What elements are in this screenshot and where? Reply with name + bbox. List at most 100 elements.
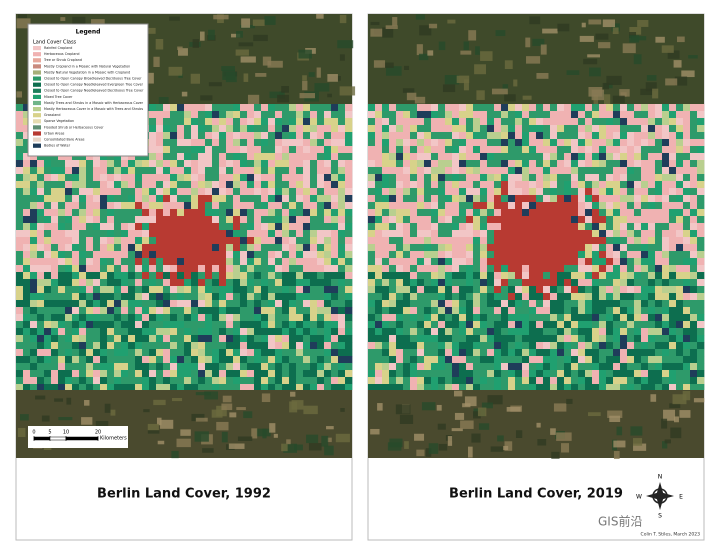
land-cover-cell [557, 335, 565, 343]
land-cover-cell [212, 286, 220, 294]
land-cover-cell [375, 349, 383, 357]
land-cover-cell [58, 265, 66, 273]
land-cover-cell [655, 146, 663, 154]
land-cover-cell [543, 335, 551, 343]
land-cover-cell [389, 377, 397, 385]
land-cover-cell [564, 237, 572, 245]
land-cover-cell [389, 300, 397, 308]
land-cover-cell [452, 258, 460, 266]
land-cover-cell [310, 384, 318, 390]
land-cover-cell [480, 146, 488, 154]
land-cover-cell [571, 321, 579, 329]
land-cover-cell [669, 272, 677, 280]
land-cover-cell [627, 272, 635, 280]
land-cover-cell [403, 118, 411, 126]
land-cover-cell [317, 251, 325, 259]
land-cover-cell [58, 384, 66, 390]
land-cover-cell [135, 363, 143, 371]
land-cover-cell [515, 132, 523, 140]
land-cover-cell [268, 307, 276, 315]
land-cover-cell [79, 272, 87, 280]
land-cover-cell [375, 174, 383, 182]
land-cover-cell [331, 342, 339, 350]
land-cover-cell [438, 279, 446, 287]
land-cover-cell [683, 146, 691, 154]
land-cover-cell [184, 251, 192, 259]
land-cover-cell [690, 202, 698, 210]
land-cover-cell [345, 118, 353, 126]
land-cover-cell [275, 209, 283, 217]
land-cover-cell [240, 342, 248, 350]
land-cover-cell [149, 293, 157, 301]
land-cover-cell [557, 272, 565, 280]
land-cover-cell [445, 335, 453, 343]
land-cover-cell [30, 370, 38, 378]
land-cover-cell [585, 342, 593, 350]
land-cover-cell [585, 244, 593, 252]
land-cover-cell [198, 314, 206, 322]
land-cover-cell [578, 258, 586, 266]
land-cover-cell [648, 307, 656, 315]
land-cover-cell [240, 202, 248, 210]
land-cover-cell [114, 174, 122, 182]
land-cover-cell [233, 223, 241, 231]
land-cover-cell [121, 181, 129, 189]
land-cover-cell [254, 202, 262, 210]
land-cover-cell [170, 377, 178, 385]
satellite-patch [589, 67, 601, 77]
land-cover-cell [459, 125, 467, 133]
land-cover-cell [578, 230, 586, 238]
land-cover-cell [417, 174, 425, 182]
land-cover-cell [51, 202, 59, 210]
land-cover-cell [508, 328, 516, 336]
land-cover-cell [184, 195, 192, 203]
land-cover-cell [550, 293, 558, 301]
land-cover-cell [641, 181, 649, 189]
land-cover-cell [655, 195, 663, 203]
land-cover-cell [410, 202, 418, 210]
land-cover-cell [529, 314, 537, 322]
land-cover-cell [480, 237, 488, 245]
land-cover-cell [550, 118, 558, 126]
satellite-patch [676, 36, 685, 43]
land-cover-cell [508, 125, 516, 133]
land-cover-cell [396, 272, 404, 280]
land-cover-cell [620, 132, 628, 140]
land-cover-cell [205, 139, 213, 147]
land-cover-cell [233, 377, 241, 385]
land-cover-cell [613, 356, 621, 364]
land-cover-cell [410, 314, 418, 322]
land-cover-cell [382, 125, 390, 133]
land-cover-cell [296, 209, 304, 217]
land-cover-cell [93, 363, 101, 371]
land-cover-cell [368, 153, 376, 161]
land-cover-cell [669, 209, 677, 217]
land-cover-cell [254, 321, 262, 329]
land-cover-cell [149, 342, 157, 350]
land-cover-cell [417, 132, 425, 140]
land-cover-cell [58, 181, 66, 189]
land-cover-cell [107, 307, 115, 315]
land-cover-cell [536, 307, 544, 315]
land-cover-cell [156, 377, 164, 385]
land-cover-cell [641, 146, 649, 154]
land-cover-cell [247, 104, 255, 112]
land-cover-cell [662, 384, 670, 390]
land-cover-cell [529, 370, 537, 378]
land-cover-cell [620, 104, 628, 112]
land-cover-cell [494, 181, 502, 189]
land-cover-cell [501, 146, 509, 154]
land-cover-cell [522, 230, 530, 238]
land-cover-cell [142, 209, 150, 217]
satellite-patch [602, 19, 616, 28]
land-cover-cell [592, 251, 600, 259]
land-cover-cell [634, 237, 642, 245]
land-cover-cell [634, 146, 642, 154]
land-cover-cell [515, 104, 523, 112]
land-cover-cell [543, 265, 551, 273]
land-cover-cell [317, 258, 325, 266]
land-cover-cell [382, 118, 390, 126]
land-cover-cell [79, 300, 87, 308]
land-cover-cell [452, 363, 460, 371]
land-cover-cell [382, 265, 390, 273]
